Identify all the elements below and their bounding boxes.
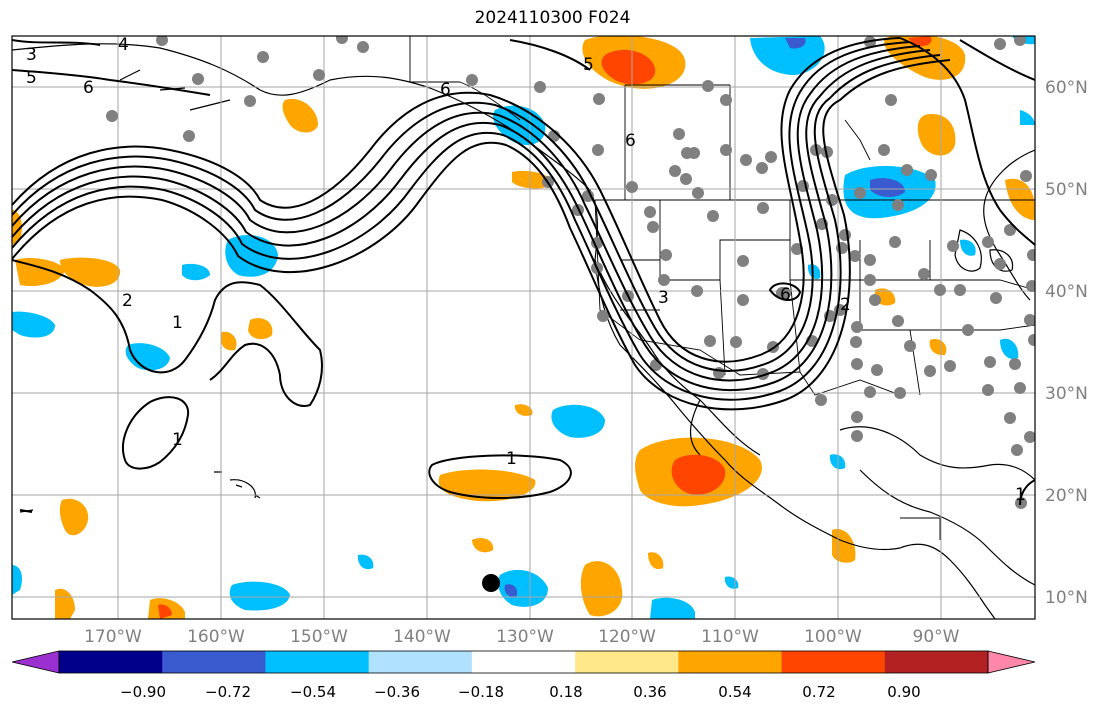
contour-layer	[12, 37, 1035, 513]
svg-text:40°N: 40°N	[1045, 282, 1088, 302]
colorbar-extend-low	[11, 650, 60, 674]
coastline-layer	[12, 43, 1035, 619]
svg-text:3: 3	[26, 45, 37, 65]
colorbar	[11, 650, 1036, 674]
svg-text:2: 2	[122, 291, 133, 311]
colorbar-segment	[59, 651, 163, 673]
svg-text:160°W: 160°W	[187, 627, 245, 647]
latitude-labels: 60°N 50°N 40°N 30°N 20°N 10°N	[1045, 78, 1088, 608]
longitude-labels: 170°W 160°W 150°W 140°W 130°W 120°W 110°…	[84, 627, 960, 647]
map-title: 2024110300 F024	[474, 8, 631, 28]
svg-text:−0.54: −0.54	[290, 683, 336, 701]
svg-text:5: 5	[583, 55, 594, 75]
colorbar-segment	[471, 651, 576, 673]
svg-text:0.36: 0.36	[633, 683, 666, 701]
colorbar-extend-high	[987, 650, 1036, 674]
colorbar-segment	[265, 651, 370, 673]
colorbar-segment	[575, 651, 679, 673]
svg-text:130°W: 130°W	[496, 627, 554, 647]
contour-labels: 3 4 5 6 6 6 5 1 2 1 1 3 6 2 1	[26, 35, 1026, 505]
svg-text:6: 6	[780, 285, 791, 305]
svg-text:150°W: 150°W	[290, 627, 348, 647]
anomaly-fill-layer	[12, 36, 1035, 619]
svg-text:−0.18: −0.18	[458, 683, 504, 701]
svg-text:140°W: 140°W	[393, 627, 451, 647]
svg-text:−0.36: −0.36	[374, 683, 420, 701]
colorbar-outline	[58, 650, 989, 674]
svg-text:170°W: 170°W	[84, 627, 142, 647]
svg-text:6: 6	[625, 131, 636, 151]
colorbar-segment	[781, 651, 886, 673]
svg-text:0.72: 0.72	[802, 683, 835, 701]
svg-text:4: 4	[118, 35, 129, 55]
svg-text:6: 6	[440, 80, 451, 100]
svg-text:−0.72: −0.72	[205, 683, 251, 701]
svg-text:1: 1	[172, 430, 183, 450]
svg-text:30°N: 30°N	[1045, 384, 1088, 404]
svg-text:1: 1	[506, 449, 517, 469]
svg-text:120°W: 120°W	[598, 627, 656, 647]
svg-text:50°N: 50°N	[1045, 180, 1088, 200]
svg-text:0.18: 0.18	[549, 683, 582, 701]
svg-text:10°N: 10°N	[1045, 588, 1088, 608]
colorbar-segment	[368, 651, 473, 673]
svg-text:1: 1	[172, 313, 183, 333]
svg-text:2: 2	[840, 295, 851, 315]
svg-text:5: 5	[26, 68, 37, 88]
storm-center-marker	[482, 574, 500, 592]
colorbar-tick-labels: −0.90 −0.72 −0.54 −0.36 −0.18 0.18 0.36 …	[120, 683, 921, 701]
border-layer	[409, 36, 1035, 540]
map-frame	[11, 35, 1036, 620]
svg-text:0.90: 0.90	[887, 683, 920, 701]
colorbar-segment	[884, 651, 989, 673]
svg-text:60°N: 60°N	[1045, 78, 1088, 98]
svg-text:3: 3	[658, 288, 669, 308]
colorbar-segment	[162, 651, 266, 673]
colorbar-segment	[678, 651, 783, 673]
svg-text:90°W: 90°W	[913, 627, 960, 647]
svg-text:1: 1	[1015, 485, 1026, 505]
svg-text:−0.90: −0.90	[120, 683, 166, 701]
svg-text:20°N: 20°N	[1045, 486, 1088, 506]
svg-text:100°W: 100°W	[804, 627, 862, 647]
svg-text:0.54: 0.54	[718, 683, 751, 701]
svg-text:110°W: 110°W	[701, 627, 759, 647]
svg-text:6: 6	[83, 78, 94, 98]
